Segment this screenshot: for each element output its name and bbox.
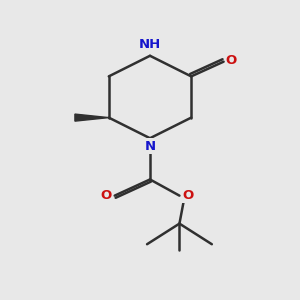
- Text: O: O: [101, 189, 112, 202]
- Text: NH: NH: [139, 38, 161, 51]
- Polygon shape: [75, 114, 109, 121]
- Text: O: O: [225, 54, 237, 67]
- Text: O: O: [182, 189, 193, 202]
- Text: N: N: [144, 140, 156, 153]
